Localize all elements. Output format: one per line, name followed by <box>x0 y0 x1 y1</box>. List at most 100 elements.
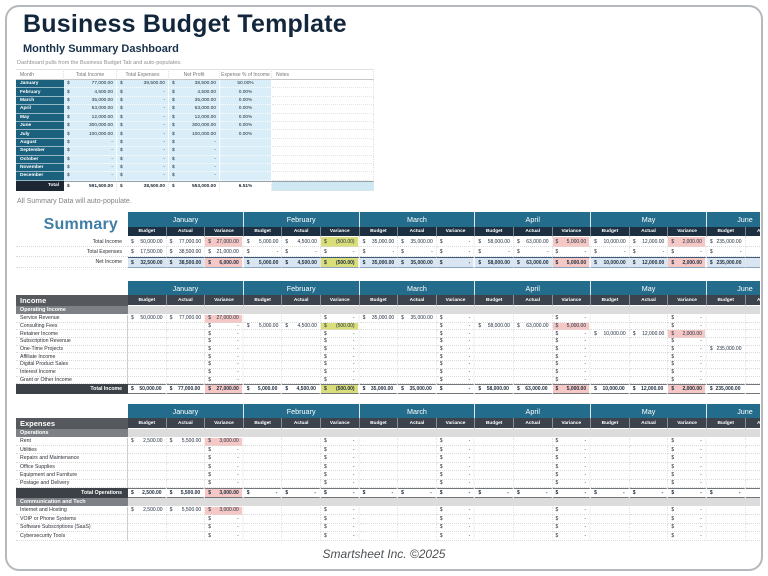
cell[interactable] <box>128 345 167 354</box>
cell[interactable] <box>282 532 321 541</box>
total-cell[interactable]: $ - <box>706 488 746 499</box>
total-cell[interactable]: $591,500.00 <box>64 180 117 191</box>
cell[interactable] <box>629 376 669 385</box>
column-header[interactable]: Variance <box>668 227 707 237</box>
cell[interactable] <box>706 506 746 516</box>
cell[interactable]: $2,000.00 <box>668 237 707 247</box>
cell[interactable] <box>475 353 514 362</box>
column-header[interactable]: Budget <box>243 418 283 429</box>
cell[interactable]: $12,000.00 <box>629 257 669 268</box>
cell[interactable] <box>475 330 514 339</box>
cell[interactable]: $ - <box>117 163 169 173</box>
total-cell[interactable]: $ - <box>359 488 399 499</box>
cell[interactable] <box>282 315 321 323</box>
cell[interactable] <box>475 338 514 346</box>
cell[interactable] <box>243 445 283 455</box>
total-cell[interactable]: $ - <box>552 488 592 499</box>
cell[interactable] <box>243 471 283 480</box>
column-header[interactable]: Variance <box>436 227 476 237</box>
cell[interactable]: $38,500.00 <box>117 80 169 89</box>
cell[interactable]: $2,500.00 <box>128 437 167 446</box>
cell[interactable]: $ - <box>436 330 476 339</box>
cell[interactable]: $ - <box>668 247 707 257</box>
row-label[interactable]: Consulting Fees <box>16 322 128 331</box>
cell[interactable]: $ - <box>552 368 592 377</box>
cell[interactable]: $35,000.00 <box>359 237 399 247</box>
cell[interactable] <box>706 353 746 362</box>
cell[interactable] <box>359 338 399 346</box>
cell[interactable] <box>282 454 321 463</box>
column-header[interactable]: Budget <box>591 227 630 237</box>
cell[interactable] <box>128 523 167 533</box>
cell[interactable]: $ - <box>205 523 244 533</box>
cell[interactable] <box>166 345 206 354</box>
month-header[interactable]: May <box>591 281 707 295</box>
cell[interactable] <box>629 515 669 524</box>
cell[interactable]: $ - <box>668 361 707 369</box>
cell[interactable] <box>591 315 630 323</box>
month-header[interactable]: March <box>359 212 476 227</box>
cell[interactable]: $63,000.00 <box>64 105 117 114</box>
column-header[interactable]: Budget <box>359 418 399 429</box>
cell[interactable] <box>282 345 321 354</box>
cell[interactable]: $ - <box>552 345 592 354</box>
cell[interactable]: $ - <box>552 376 592 385</box>
cell[interactable]: $ - <box>552 479 592 489</box>
cell[interactable] <box>745 353 760 362</box>
cell[interactable] <box>513 506 553 516</box>
notes-cell[interactable] <box>272 147 374 156</box>
cell[interactable] <box>243 376 283 385</box>
cell[interactable] <box>243 437 283 446</box>
total-cell[interactable]: $ - <box>475 488 514 499</box>
cell[interactable] <box>220 155 272 164</box>
cell[interactable] <box>166 376 206 385</box>
total-row-label[interactable]: Total <box>16 180 64 191</box>
column-header[interactable]: Actual <box>166 418 206 429</box>
cell[interactable] <box>475 523 514 533</box>
column-header[interactable]: Actual <box>745 418 760 429</box>
cell[interactable]: $ - <box>552 454 592 463</box>
cell[interactable]: $17,500.00 <box>128 247 167 257</box>
cell[interactable]: $63,000.00 <box>513 237 553 247</box>
month-header[interactable]: June <box>706 281 760 295</box>
column-header[interactable]: Budget <box>359 227 399 237</box>
cell[interactable]: $77,000.00 <box>64 80 117 89</box>
total-cell[interactable]: $63,000.00 <box>513 384 553 395</box>
cell[interactable]: $35,000.00 <box>398 315 437 323</box>
cell[interactable] <box>706 462 746 472</box>
cell[interactable] <box>359 368 399 377</box>
cell[interactable]: $ - <box>320 523 360 533</box>
cell[interactable]: $ - <box>552 353 592 362</box>
month-header[interactable]: February <box>243 212 360 227</box>
cell[interactable] <box>359 479 399 489</box>
cell[interactable] <box>128 532 167 541</box>
cell[interactable]: $50,000.00 <box>128 315 167 323</box>
cell[interactable]: $5,000.00 <box>552 257 592 268</box>
cell[interactable]: $ - <box>243 247 283 257</box>
total-cell[interactable]: $3,000.00 <box>205 488 244 499</box>
cell[interactable]: $ - <box>668 506 707 516</box>
total-cell[interactable]: $35,000.00 <box>359 384 399 395</box>
cell[interactable] <box>513 515 553 524</box>
cell[interactable] <box>398 345 437 354</box>
column-header[interactable]: Budget <box>128 227 167 237</box>
month-header[interactable]: February <box>243 281 360 295</box>
cell[interactable] <box>591 338 630 346</box>
notes-cell[interactable] <box>272 163 374 173</box>
total-cell[interactable]: $2,000.00 <box>668 384 707 395</box>
total-cell[interactable]: $235,000.00 <box>706 384 746 395</box>
cell[interactable]: $ - <box>169 155 220 164</box>
cell[interactable] <box>398 506 437 516</box>
cell[interactable] <box>128 330 167 339</box>
column-header[interactable]: Actual <box>166 227 206 237</box>
cell[interactable]: $4,500.00 <box>282 237 321 247</box>
cell[interactable]: $ - <box>436 515 476 524</box>
cell[interactable]: $ - <box>436 376 476 385</box>
cell[interactable] <box>745 322 760 331</box>
cell[interactable]: $ - <box>436 368 476 377</box>
total-cell[interactable]: $ - <box>436 384 476 395</box>
cell[interactable]: $ - <box>552 523 592 533</box>
cell[interactable] <box>629 368 669 377</box>
row-label[interactable]: Retainer Income <box>16 330 128 339</box>
cell[interactable] <box>282 376 321 385</box>
